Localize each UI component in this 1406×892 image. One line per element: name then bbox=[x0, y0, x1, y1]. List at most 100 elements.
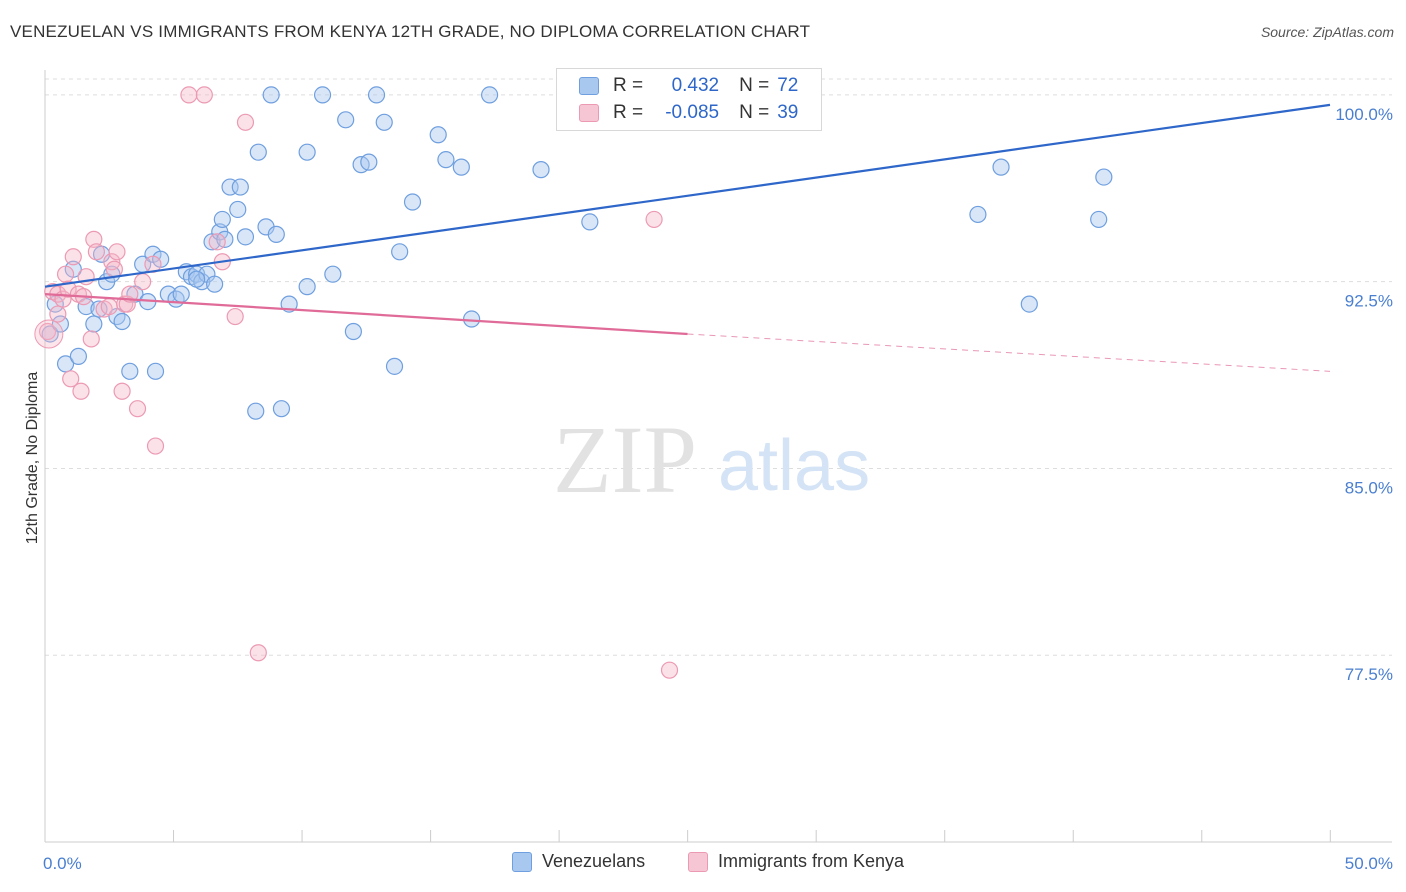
venezuelans-point bbox=[581, 213, 599, 231]
venezuelans-point bbox=[121, 362, 139, 380]
venezuelans-point bbox=[51, 315, 70, 333]
kenya-point bbox=[134, 273, 152, 291]
venezuelans-point bbox=[267, 225, 285, 243]
kenya-point bbox=[113, 382, 131, 400]
kenya-point bbox=[645, 210, 663, 229]
venezuelans-point bbox=[367, 86, 386, 104]
venezuelans-trend-line bbox=[44, 103, 1331, 288]
gridlines bbox=[45, 78, 1392, 656]
y-tick-label: 77.5% bbox=[1345, 665, 1393, 684]
venezuelans-point bbox=[56, 355, 75, 373]
venezuelans-swatch bbox=[579, 77, 599, 95]
chart-title: VENEZUELAN VS IMMIGRANTS FROM KENYA 12TH… bbox=[10, 22, 811, 41]
venezuelans-r-value: 0.432 bbox=[671, 75, 720, 96]
kenya-legend-label: Immigrants from Kenya bbox=[718, 851, 905, 871]
venezuelans-point bbox=[172, 285, 190, 303]
kenya-point bbox=[59, 280, 77, 298]
venezuelans-point bbox=[337, 111, 355, 129]
kenya-point bbox=[100, 297, 118, 316]
legend-item-kenya[interactable]: Immigrants from Kenya bbox=[688, 851, 904, 872]
venezuelans-point bbox=[272, 400, 291, 418]
venezuelans-point bbox=[247, 402, 265, 420]
venezuelans-point bbox=[229, 200, 247, 219]
kenya-point bbox=[105, 260, 123, 278]
kenya-point bbox=[108, 243, 126, 261]
kenya-point bbox=[38, 322, 57, 341]
venezuelans-point bbox=[313, 86, 332, 104]
venezuelans-legend-label: Venezuelans bbox=[542, 851, 646, 871]
series-legend: Venezuelans Immigrants from Kenya bbox=[0, 851, 1406, 877]
y-tick-label: 92.5% bbox=[1345, 292, 1393, 311]
venezuelans-point bbox=[85, 315, 103, 333]
venezuelans-point bbox=[206, 275, 224, 293]
kenya-point bbox=[128, 400, 147, 418]
venezuelans-point bbox=[298, 278, 316, 296]
kenya-point bbox=[208, 233, 226, 251]
venezuelans-point bbox=[429, 126, 447, 144]
kenya-r-value: -0.085 bbox=[665, 102, 720, 123]
venezuelans-point bbox=[90, 300, 108, 318]
kenya-point bbox=[72, 382, 90, 400]
venezuelans-point bbox=[113, 312, 131, 331]
venezuelans-point bbox=[324, 265, 342, 283]
r-label: R = bbox=[613, 75, 644, 96]
kenya-point bbox=[226, 307, 244, 326]
kenya-point bbox=[34, 319, 64, 349]
venezuelans-point bbox=[77, 297, 95, 316]
source-credit: Source: ZipAtlas.com bbox=[1260, 24, 1394, 40]
kenya-trend-line bbox=[44, 293, 688, 336]
kenya-point bbox=[82, 330, 100, 348]
n-label: N = bbox=[739, 75, 770, 96]
kenya-point bbox=[87, 243, 106, 261]
venezuelans-point bbox=[249, 143, 267, 161]
venezuelans-point bbox=[481, 86, 499, 104]
venezuelans-point bbox=[262, 86, 280, 104]
kenya-point bbox=[249, 644, 267, 662]
axes bbox=[44, 70, 1392, 843]
venezuelans-point bbox=[146, 362, 165, 380]
kenya-point bbox=[236, 113, 255, 131]
venezuelans-point bbox=[1095, 168, 1113, 186]
kenya-point bbox=[56, 265, 75, 283]
venezuelans-point bbox=[969, 205, 987, 224]
kenya-trend-extension bbox=[687, 333, 1331, 372]
venezuelans-point bbox=[992, 158, 1010, 176]
venezuelans-point bbox=[385, 357, 404, 375]
kenya-point bbox=[64, 248, 82, 266]
kenya-point bbox=[195, 86, 213, 104]
venezuelans-point bbox=[437, 151, 455, 169]
venezuelans-point bbox=[360, 153, 378, 171]
y-tick-label: 100.0% bbox=[1335, 105, 1393, 124]
venezuelans-point bbox=[375, 113, 393, 131]
kenya-point bbox=[146, 437, 165, 455]
venezuelans-point bbox=[69, 347, 88, 365]
kenya-point bbox=[660, 661, 679, 679]
venezuelans-point bbox=[188, 270, 206, 288]
tick-labels: 77.5% 85.0% 92.5% 100.0% 0.0% 50.0% bbox=[43, 105, 1393, 873]
legend-row-venezuelans: R = 0.432 N = 72 bbox=[579, 73, 798, 99]
venezuelans-n-value: 72 bbox=[777, 75, 799, 96]
venezuelans-point bbox=[231, 178, 249, 196]
watermark: ZIP atlas bbox=[553, 406, 870, 513]
venezuelans-point bbox=[532, 161, 550, 179]
venezuelans-point bbox=[463, 310, 481, 328]
venezuelans-point bbox=[391, 243, 409, 261]
y-axis-label: 12th Grade, No Diploma bbox=[24, 372, 41, 545]
legend-item-venezuelans[interactable]: Venezuelans bbox=[512, 851, 645, 872]
kenya-point bbox=[49, 305, 67, 323]
venezuelans-point bbox=[41, 325, 59, 343]
r-label: R = bbox=[613, 102, 644, 123]
venezuelans-point bbox=[236, 228, 255, 246]
kenya-points bbox=[34, 86, 722, 679]
trend-lines bbox=[44, 103, 1331, 372]
stats-legend: R = 0.432 N = 72 R = -0.085 N = 39 bbox=[556, 68, 822, 131]
legend-row-kenya: R = -0.085 N = 39 bbox=[579, 100, 798, 126]
kenya-swatch bbox=[579, 104, 599, 122]
x-tick-label-start: 0.0% bbox=[43, 854, 82, 873]
venezuelans-point bbox=[1090, 210, 1108, 229]
venezuelans-point bbox=[213, 210, 231, 229]
x-tick-label-end: 50.0% bbox=[1345, 854, 1393, 873]
venezuelans-points bbox=[41, 86, 1113, 420]
kenya-legend-swatch bbox=[688, 851, 708, 872]
